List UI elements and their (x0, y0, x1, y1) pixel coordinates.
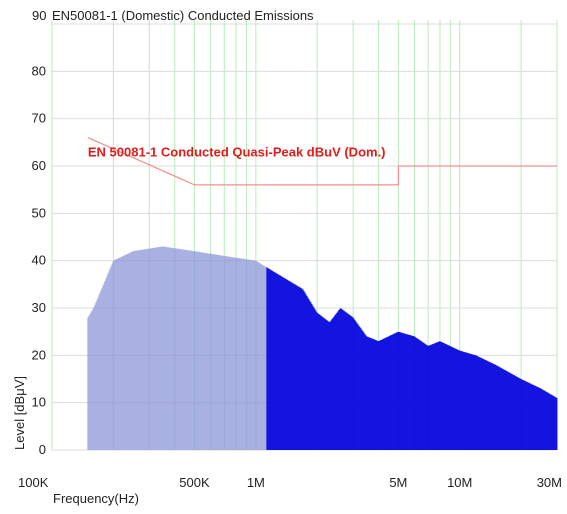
y-tick-label: 0 (39, 442, 46, 457)
x-tick-label: 5M (389, 475, 407, 490)
emission-trace (87, 246, 558, 450)
y-tick-label: 70 (32, 111, 46, 126)
limit-line (87, 137, 557, 186)
limit-annotation: EN 50081-1 Conducted Quasi-Peak dBuV (Do… (88, 145, 386, 160)
x-tick-label: 10M (447, 475, 472, 490)
quasi-peak-limit-line (87, 137, 557, 186)
y-tick-label: 10 (32, 395, 46, 410)
chart-title: EN50081-1 (Domestic) Conducted Emissions (52, 8, 314, 23)
y-tick-label: 40 (32, 253, 46, 268)
title-number: 90 (32, 8, 46, 23)
x-tick-label: 30M (537, 475, 562, 490)
y-tick-label: 60 (32, 158, 46, 173)
y-tick-label: 50 (32, 205, 46, 220)
y-tick-label: 80 (32, 63, 46, 78)
y-axis-ticks: 0 10 20 30 40 50 60 70 80 (32, 63, 46, 457)
x-tick-label: 1M (247, 475, 265, 490)
x-tick-label: 500K (179, 475, 210, 490)
x-axis-label: Frequency(Hz) (53, 491, 139, 506)
y-tick-label: 20 (32, 347, 46, 362)
x-tick-label: 100K (18, 475, 49, 490)
x-axis-ticks: 100K 500K 1M 5M 10M 30M (18, 475, 562, 490)
y-axis-label: Level [dBμV] (12, 376, 27, 450)
y-tick-label: 30 (32, 300, 46, 315)
